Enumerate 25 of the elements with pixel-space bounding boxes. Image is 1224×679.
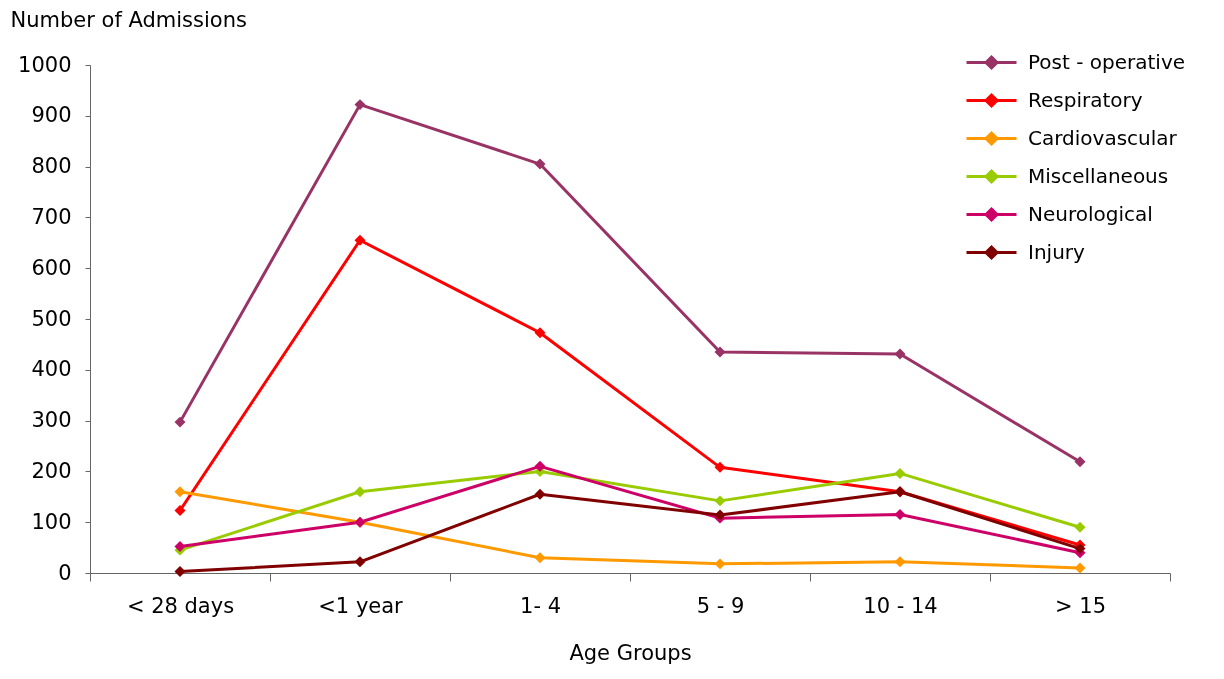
y-tick-label: 900	[31, 103, 72, 128]
x-axis-title: Age Groups	[569, 640, 692, 665]
legend-label: Respiratory	[1028, 87, 1143, 112]
y-axis-title: Number of Admissions	[10, 7, 247, 32]
y-tick-label: 200	[31, 458, 72, 483]
y-tick-label: 100	[31, 509, 72, 534]
y-tick-label: 400	[31, 357, 72, 382]
y-tick-label: 700	[31, 204, 72, 229]
x-tick-label: 5 - 9	[696, 593, 745, 618]
y-tick-label: 0	[58, 560, 72, 585]
x-tick-label: 10 - 14	[863, 593, 938, 618]
legend-label: Neurological	[1028, 201, 1153, 226]
x-tick-label: <1 year	[318, 593, 404, 618]
y-tick-label: 600	[31, 255, 72, 280]
x-tick-label: < 28 days	[126, 593, 235, 618]
x-tick-label: > 15	[1055, 593, 1106, 618]
y-tick-label: 800	[31, 154, 72, 179]
legend-label: Injury	[1028, 239, 1086, 264]
y-tick-label: 1000	[18, 52, 72, 77]
y-tick-label: 500	[31, 306, 72, 331]
x-tick-label: 1- 4	[520, 593, 561, 618]
legend-label: Miscellaneous	[1028, 163, 1169, 188]
y-tick-label: 300	[31, 408, 72, 433]
legend-label: Post - operative	[1028, 49, 1186, 74]
legend-label: Cardiovascular	[1028, 125, 1178, 150]
